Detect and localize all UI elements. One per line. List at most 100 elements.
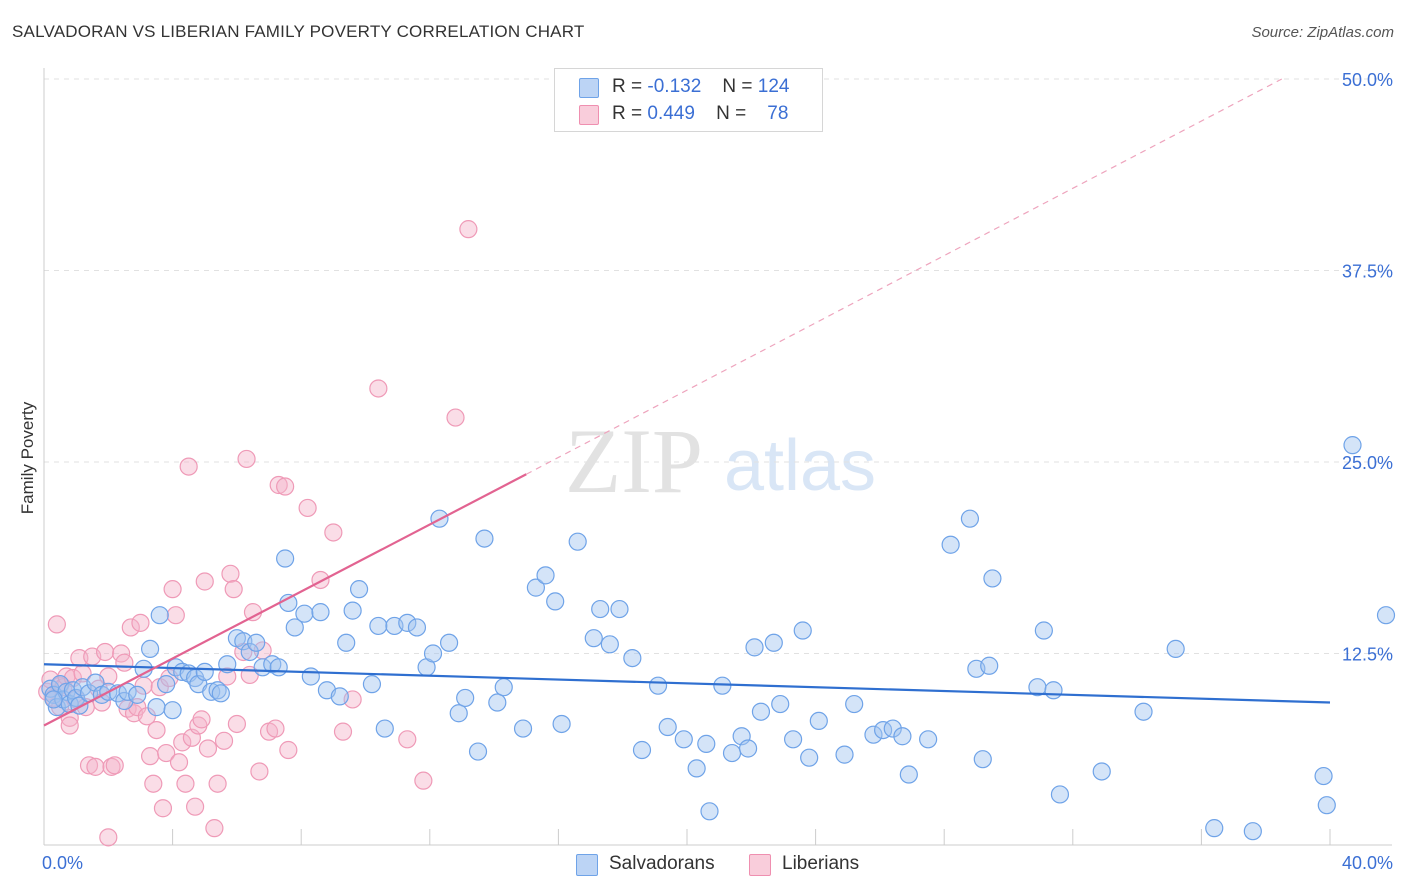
salvadoran-point: [526, 578, 545, 597]
series-legend-label: Liberians: [782, 853, 860, 874]
liberian-point: [166, 606, 185, 625]
liberian-point: [198, 739, 218, 758]
liberian-point: [99, 828, 118, 847]
salvadoran-point: [983, 569, 1002, 588]
salvadoran-point: [337, 633, 356, 652]
liberian-point: [269, 475, 288, 495]
series-salvadorans: [41, 436, 1396, 841]
liberian-point: [250, 762, 269, 781]
salvadoran-point: [697, 734, 716, 753]
salvadoran-point: [809, 711, 828, 731]
salvadoran-point: [1166, 639, 1185, 659]
legend-n-label: N =: [722, 76, 753, 97]
salvadoran-point: [44, 690, 63, 709]
salvadoran-point: [375, 719, 394, 738]
salvadoran-point: [674, 730, 693, 749]
liberian-point: [186, 797, 205, 816]
salvadoran-point: [140, 639, 160, 659]
salvadoran-point: [568, 532, 587, 551]
salvadoran-point: [369, 616, 388, 636]
liberian-point: [153, 799, 173, 818]
salvadoran-point: [349, 580, 369, 599]
liberian-point: [105, 756, 124, 775]
salvadoran-point: [147, 698, 166, 717]
salvadoran-point: [439, 633, 459, 652]
salvadoran-point: [475, 529, 494, 548]
liberian-point: [157, 743, 176, 763]
salvadoran-point: [311, 603, 330, 622]
salvadoran-point: [150, 606, 169, 625]
salvadoran-point: [745, 638, 764, 657]
liberian-point: [243, 603, 263, 622]
legend-n-value: 124: [757, 76, 790, 97]
salvadoran-point: [632, 740, 652, 760]
trend-lines: [43, 78, 1331, 727]
tick-labels: 12.5% 25.0% 37.5% 50.0% 0.0% 40.0%: [42, 70, 1393, 873]
salvadoran-point: [1134, 702, 1153, 721]
liberian-point: [224, 580, 243, 599]
salvadoran-point: [1034, 621, 1053, 640]
liberian-point: [298, 498, 317, 518]
salvadoran-point: [330, 687, 349, 706]
liberian-point: [446, 408, 465, 427]
salvadoran-point: [584, 629, 603, 648]
salvadoran-point: [546, 592, 565, 611]
salvadoran-point: [301, 667, 320, 686]
salvadoran-point: [658, 717, 677, 737]
liberian-point: [144, 774, 163, 793]
salvadoran-point: [973, 750, 992, 769]
salvadoran-point: [960, 509, 980, 528]
salvadoran-point: [610, 599, 629, 619]
y-tick-label: 12.5%: [1342, 645, 1393, 665]
legend-swatch-blue: [576, 854, 598, 876]
salvadoran-point: [449, 704, 468, 723]
salvadoran-point: [157, 675, 176, 694]
correlation-legend: R = -0.132 N = 124 R = 0.449 N = 78: [554, 68, 823, 132]
salvadoran-point: [700, 802, 719, 821]
liberian-point: [47, 615, 66, 634]
y-tick-label: 25.0%: [1342, 453, 1393, 473]
liberian-point: [137, 707, 156, 726]
liberian-point: [192, 710, 211, 729]
salvadoran-point: [468, 742, 488, 761]
liberian-point: [95, 642, 115, 662]
salvadoran-point: [247, 633, 266, 652]
liberian-point: [208, 774, 227, 793]
salvadoran-point: [1317, 796, 1336, 815]
salvadoran-point: [648, 676, 668, 695]
legend-r-value: -0.132: [647, 76, 702, 97]
salvadoran-point: [980, 656, 999, 675]
salvadoran-point: [738, 739, 758, 758]
salvadoran-point: [845, 694, 864, 714]
salvadoran-point: [600, 635, 619, 654]
liberian-point: [205, 819, 224, 838]
liberian-point: [131, 613, 150, 632]
liberian-point: [163, 580, 182, 599]
salvadoran-point: [488, 693, 507, 712]
legend-text: R = -0.132 N = 124: [612, 75, 789, 99]
liberian-point: [459, 220, 478, 239]
salvadoran-point: [552, 714, 571, 734]
liberian-point: [214, 731, 234, 750]
salvadoran-point: [163, 701, 182, 720]
salvadoran-point: [269, 658, 288, 677]
liberian-point: [179, 457, 198, 476]
salvadoran-point: [883, 719, 902, 738]
legend-swatch-pink: [579, 105, 599, 125]
salvadoran-point: [456, 688, 475, 708]
series-legend-label: Salvadorans: [609, 853, 715, 874]
salvadoran-point: [899, 765, 918, 784]
liberian-point: [79, 756, 99, 775]
liberian-point: [115, 653, 134, 672]
axes: [43, 68, 1392, 846]
salvadoran-point: [343, 601, 362, 620]
salvadoran-point: [1376, 606, 1396, 625]
salvadoran-point: [941, 535, 960, 554]
liberian-point: [369, 379, 388, 398]
salvadoran-trend-line: [43, 663, 1331, 704]
salvadoran-point: [407, 618, 427, 637]
liberian-trend-line: [43, 473, 527, 727]
salvadoran-point: [285, 618, 304, 637]
source-credit: Source: ZipAtlas.com: [1251, 24, 1394, 41]
salvadoran-point: [1092, 762, 1111, 781]
